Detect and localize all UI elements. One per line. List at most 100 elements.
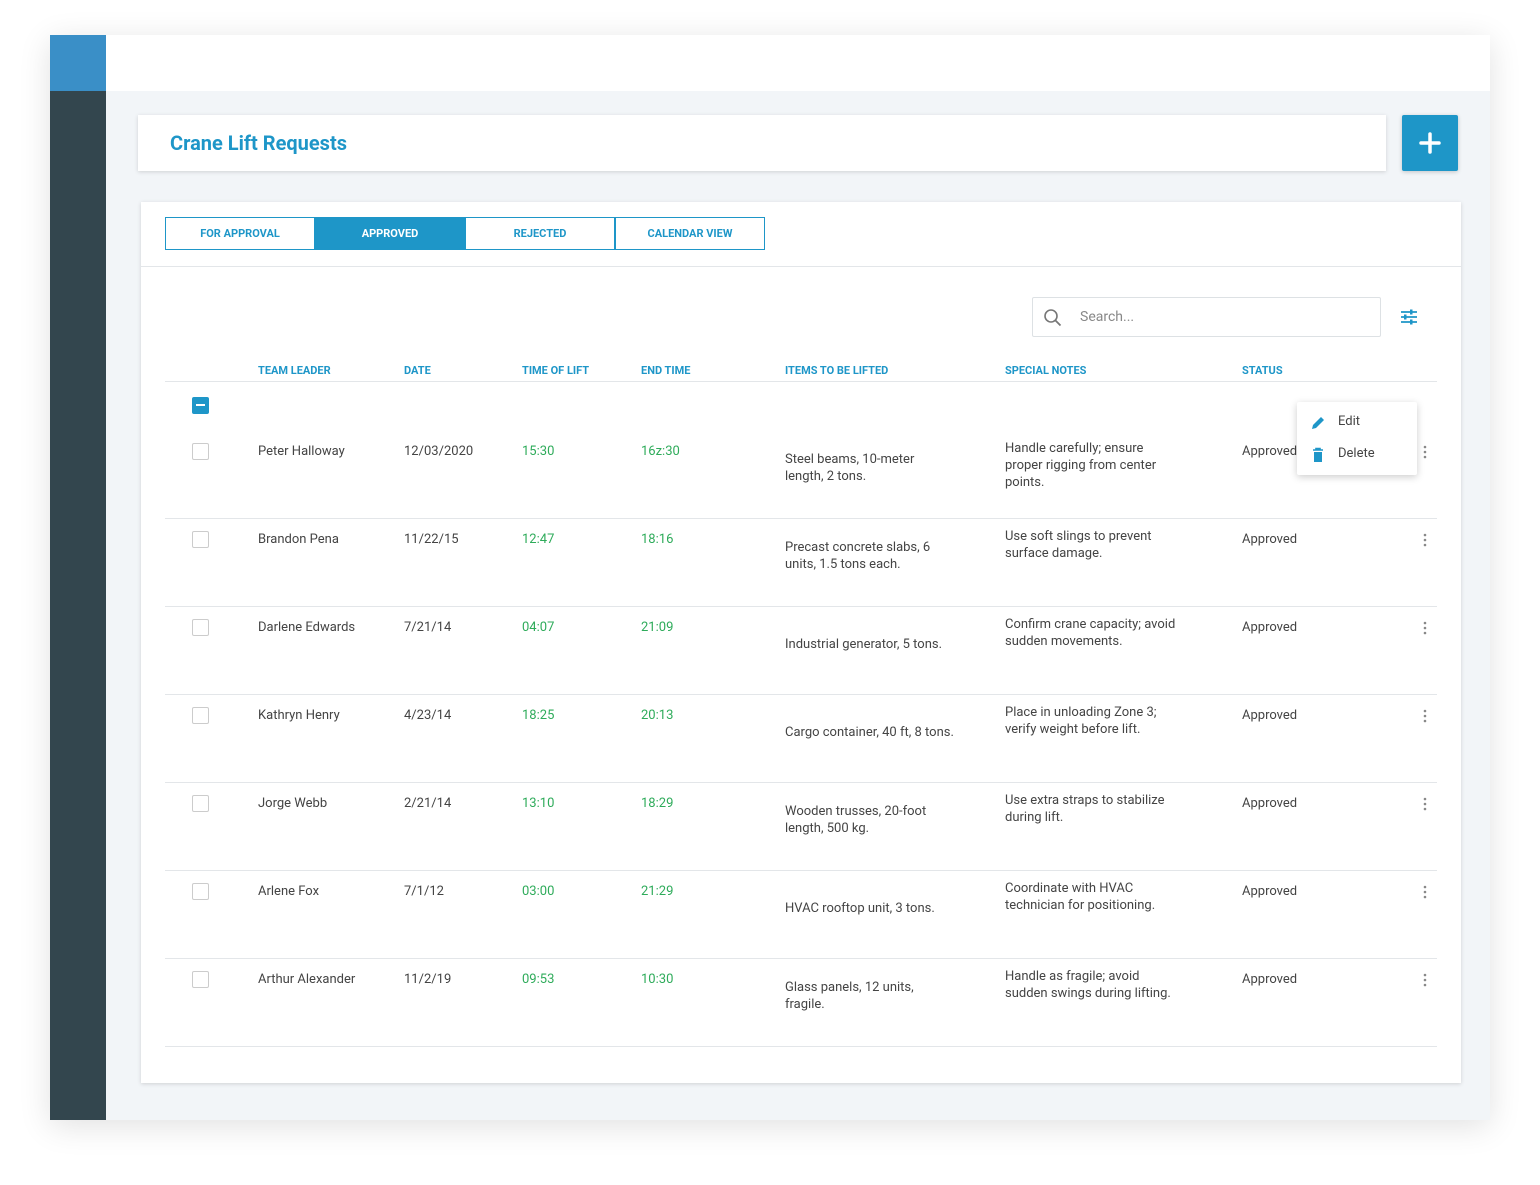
cell-text: Precast concrete slabs, 6 units, 1.5 ton… [785,540,931,572]
cell: 18:25 [522,708,555,723]
cell-text: Industrial generator, 5 tons. [785,636,943,652]
cell: Peter Halloway [258,444,345,459]
row-line [165,870,1437,871]
add-button[interactable] [1402,115,1458,171]
delete-icon [1313,447,1323,462]
row-checkbox[interactable] [192,795,209,812]
cell: 13:10 [522,796,555,811]
cell: Approved [1242,796,1298,811]
row-checkbox[interactable] [192,619,209,636]
cell-text: Cargo container, 40 ft, 8 tons. [785,724,954,740]
page-title: Crane Lift Requests [170,131,347,155]
tab[interactable]: CALENDAR VIEW [615,217,765,250]
cell: Arthur Alexander [258,972,356,987]
cell: Coordinate with HVAC technician for posi… [1005,881,1156,913]
dots-icon [1423,445,1427,459]
divider [141,266,1461,267]
row-checkbox[interactable] [192,707,209,724]
table-card: FOR APPROVAL APPROVED REJECTED CALENDAR VIE… [141,202,1461,1083]
items-cell: Wooden trusses, 20-foot length, 500 kg. [785,800,955,840]
column-header[interactable]: ITEMS TO BE LIFTED [785,364,889,377]
tab[interactable]: REJECTED [465,217,615,250]
items-cell: HVAC rooftop unit, 3 tons. [785,888,955,928]
row-menu[interactable] [1422,884,1428,899]
cell: Approved [1242,620,1298,635]
cell: Approved [1242,532,1298,547]
top-bar [106,35,1490,91]
cell: Brandon Pena [258,532,339,547]
cell: 09:53 [522,972,555,987]
column-header[interactable]: STATUS [1242,364,1283,377]
cell: Handle as fragile; avoid sudden swings d… [1005,969,1171,1001]
tab[interactable]: FOR APPROVAL [165,217,315,250]
cell: 12/03/2020 [404,444,474,459]
row-checkbox[interactable] [192,971,209,988]
column-header[interactable]: END TIME [641,364,691,377]
row-line [165,958,1437,959]
cell: 20:13 [641,708,674,723]
select-all-checkbox[interactable] [192,397,209,414]
title-card: Crane Lift Requests [138,115,1386,171]
dots-icon [1423,797,1427,811]
logo[interactable] [50,35,106,91]
cell: Kathryn Henry [258,708,340,723]
cell: Approved [1242,444,1298,459]
app-frame: Crane Lift Requests FOR APPROVAL APPROVED… [50,35,1490,1120]
items-cell: Precast concrete slabs, 6 units, 1.5 ton… [785,536,955,576]
cell-text: Steel beams, 10-meter length, 2 tons. [785,452,915,484]
row-checkbox[interactable] [192,443,209,460]
cell: Confirm crane capacity; avoid sudden mov… [1005,617,1176,649]
plus-icon [1419,132,1441,154]
cell-text: Glass panels, 12 units, fragile. [785,980,914,1012]
row-menu[interactable] [1422,796,1428,811]
cell: 4/23/14 [404,708,452,723]
row-menu[interactable] [1422,972,1428,987]
row-menu[interactable] [1422,620,1428,635]
cell-text: HVAC rooftop unit, 3 tons. [785,900,935,916]
cell: Handle carefully; ensure proper rigging … [1005,441,1157,490]
cell: Place in unloading Zone 3; verify weight… [1005,705,1157,737]
cell: Darlene Edwards [258,620,356,635]
cell: 11/2/19 [404,972,452,987]
row-line [165,694,1437,695]
menu-item[interactable]: Delete [1338,446,1375,461]
cell: 10:30 [641,972,674,987]
items-cell: Steel beams, 10-meter length, 2 tons. [785,448,955,488]
dots-icon [1423,885,1427,899]
dots-icon [1423,973,1427,987]
row-menu[interactable] [1422,444,1428,459]
cell: Approved [1242,972,1298,987]
dots-icon [1423,621,1427,635]
context-menu: Edit Delete [1297,402,1417,475]
column-header[interactable]: DATE [404,364,431,377]
search-icon [1044,309,1062,327]
cell: 18:29 [641,796,674,811]
search-placeholder: Search... [1080,309,1135,325]
row-checkbox[interactable] [192,531,209,548]
row-line [165,606,1437,607]
row-line [165,782,1437,783]
row-menu[interactable] [1422,708,1428,723]
header-line [165,381,1437,382]
cell: 21:29 [641,884,674,899]
filter-icon[interactable] [1399,307,1419,327]
cell-text: Wooden trusses, 20-foot length, 500 kg. [785,804,927,836]
column-header[interactable]: TIME OF LIFT [522,364,590,377]
cell: Approved [1242,708,1298,723]
row-checkbox[interactable] [192,883,209,900]
cell: 11/22/15 [404,532,459,547]
search-box[interactable]: Search... [1032,297,1381,337]
menu-item[interactable]: Edit [1338,414,1361,429]
row-menu[interactable] [1422,532,1428,547]
cell: 04:07 [522,620,555,635]
items-cell: Cargo container, 40 ft, 8 tons. [785,712,955,752]
tab[interactable]: APPROVED [315,217,465,250]
cell: 12:47 [522,532,555,547]
column-header[interactable]: SPECIAL NOTES [1005,364,1087,377]
cell: 7/21/14 [404,620,452,635]
cell: 21:09 [641,620,674,635]
dots-icon [1423,709,1427,723]
column-header[interactable]: TEAM LEADER [258,364,331,377]
sidebar [50,35,106,1120]
